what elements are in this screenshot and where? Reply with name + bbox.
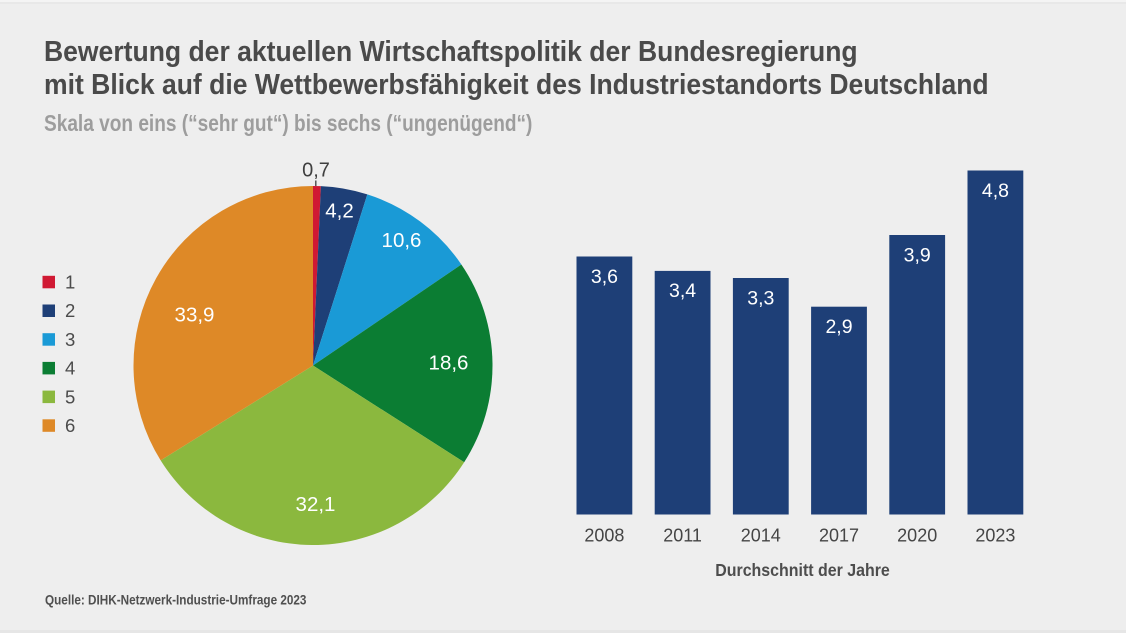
svg-text:2014: 2014 (741, 525, 781, 545)
svg-text:2,9: 2,9 (825, 316, 852, 338)
svg-text:2020: 2020 (897, 525, 937, 545)
svg-text:10,6: 10,6 (382, 229, 422, 252)
svg-text:2023: 2023 (975, 525, 1015, 545)
svg-text:3,3: 3,3 (747, 287, 774, 309)
svg-text:3,6: 3,6 (591, 266, 618, 288)
svg-text:32,1: 32,1 (296, 493, 336, 516)
svg-text:6: 6 (65, 415, 75, 436)
svg-text:2: 2 (65, 300, 75, 321)
svg-text:5: 5 (65, 386, 75, 407)
svg-text:1: 1 (65, 272, 75, 293)
svg-text:0,7: 0,7 (302, 159, 330, 181)
svg-text:18,6: 18,6 (429, 352, 469, 375)
svg-text:3,9: 3,9 (904, 244, 931, 266)
svg-text:4: 4 (65, 358, 75, 379)
svg-text:2011: 2011 (663, 525, 702, 545)
svg-text:3: 3 (65, 329, 75, 350)
svg-text:4,8: 4,8 (982, 180, 1009, 202)
svg-text:3,4: 3,4 (669, 280, 696, 302)
svg-text:Quelle: DIHK-Netzwerk-Industri: Quelle: DIHK-Netzwerk-Industrie-Umfrage … (45, 593, 306, 608)
svg-text:4,2: 4,2 (325, 200, 354, 223)
svg-text:Durchschnitt der Jahre: Durchschnitt der Jahre (715, 560, 890, 580)
svg-text:2008: 2008 (584, 525, 624, 545)
svg-text:33,9: 33,9 (175, 304, 215, 327)
svg-text:2017: 2017 (819, 525, 859, 545)
